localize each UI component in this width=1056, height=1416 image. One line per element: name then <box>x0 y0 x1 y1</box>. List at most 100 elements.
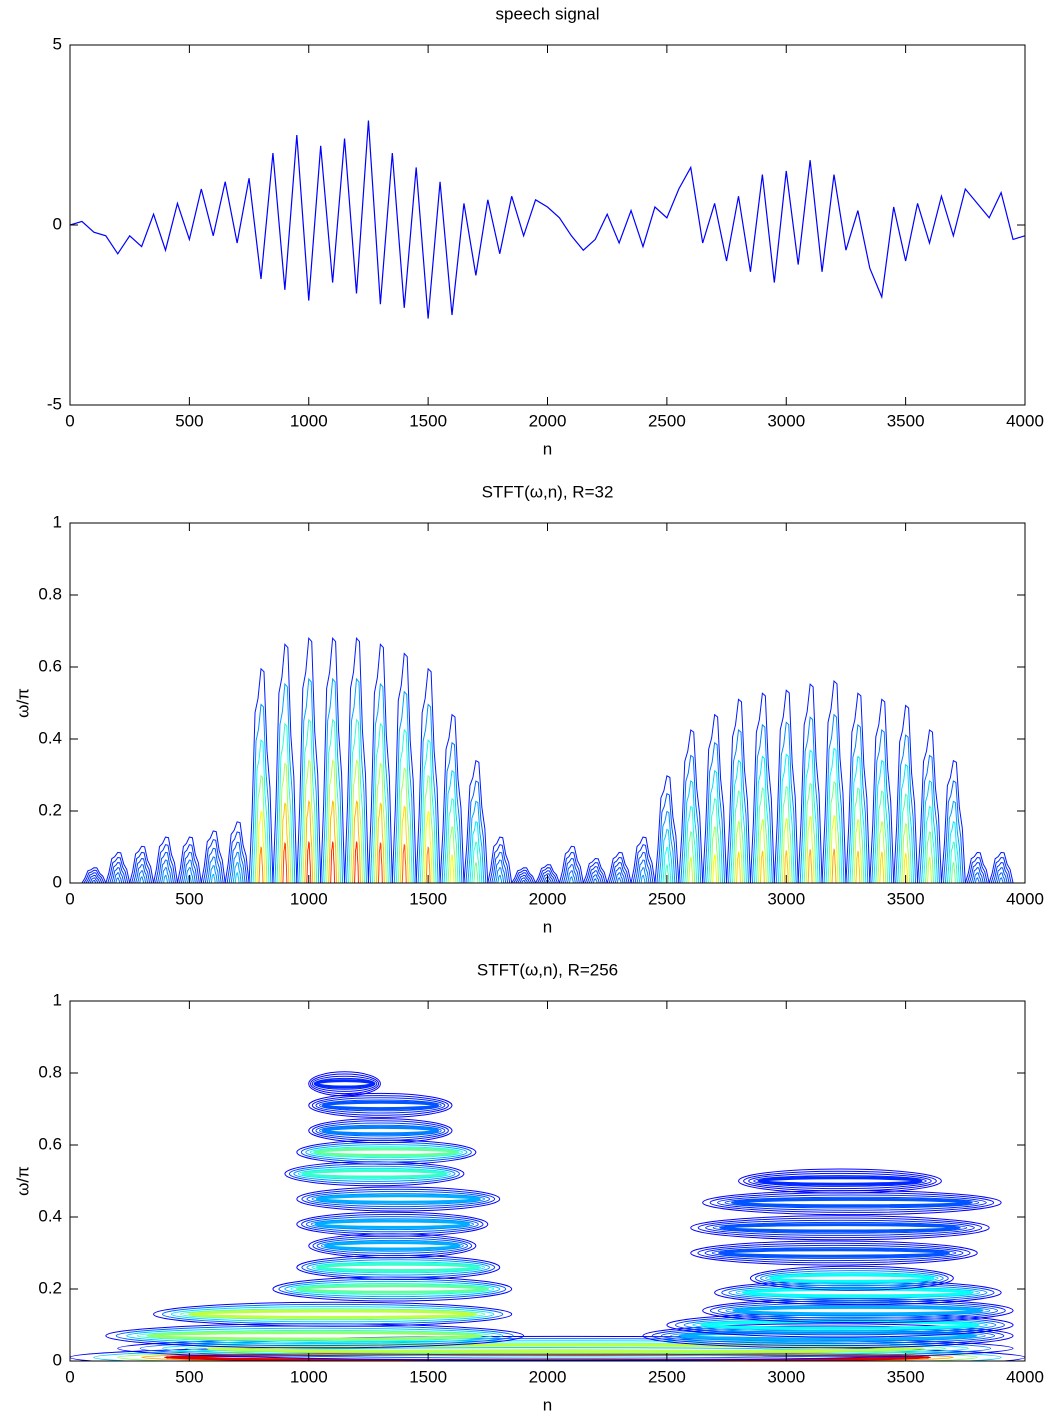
contour-blob <box>773 689 799 883</box>
x-tick-label: 3500 <box>887 411 925 430</box>
contour-line <box>535 864 560 883</box>
contour-line <box>322 677 344 883</box>
contour-line <box>821 679 847 883</box>
contour-line <box>107 856 129 883</box>
contour-line <box>447 825 457 883</box>
contour-blob <box>105 851 131 883</box>
contour-blob <box>272 643 298 883</box>
contour-line <box>760 1270 944 1287</box>
contour-line <box>519 877 529 883</box>
marks <box>81 637 1014 883</box>
contour-line <box>895 734 917 883</box>
contour-blob <box>367 643 393 883</box>
contour-line <box>697 1217 983 1239</box>
contour-line <box>702 713 728 883</box>
contour-line <box>797 683 823 883</box>
ridge <box>714 1280 1002 1306</box>
contour-line <box>310 1218 474 1231</box>
contour-line <box>301 1169 448 1179</box>
contour-line <box>371 722 389 883</box>
contour-line <box>296 1186 501 1212</box>
contour-line <box>942 780 964 883</box>
x-tick-label: 1500 <box>409 1367 447 1386</box>
contour-line <box>157 851 174 883</box>
contour-line <box>805 815 815 883</box>
contour-line <box>377 842 383 883</box>
contour-line <box>753 1175 927 1187</box>
contour-line <box>278 762 292 883</box>
contour-line <box>421 774 435 883</box>
ridge <box>738 1168 942 1194</box>
contour-line <box>847 723 869 883</box>
contour-line <box>568 876 574 883</box>
y-tick-label: 0.6 <box>38 1134 62 1153</box>
contour-line <box>320 1239 464 1252</box>
contour-line <box>301 1213 484 1235</box>
contour-line <box>632 844 654 883</box>
x-tick-label: 500 <box>175 1367 203 1386</box>
contour-blob <box>415 667 441 883</box>
contour-blob <box>654 775 680 883</box>
contour-blob <box>869 698 895 883</box>
contour-line <box>126 1327 504 1344</box>
contour-line <box>146 1331 484 1341</box>
contour-line <box>315 1194 481 1204</box>
contour-line <box>783 849 789 883</box>
contour-line <box>710 825 720 883</box>
contour-blob <box>296 637 322 883</box>
contour-line <box>300 718 318 883</box>
x-tick-label: 1000 <box>290 889 328 908</box>
contour-line <box>206 856 220 883</box>
x-tick-label: 500 <box>175 889 203 908</box>
contour-line <box>702 1298 1014 1324</box>
contour-line <box>463 759 489 883</box>
contour-line <box>656 793 678 883</box>
contour-blob <box>988 851 1014 883</box>
contour-line <box>162 1303 504 1325</box>
y-tick-label: 0 <box>53 214 62 233</box>
y-tick-label: 0.2 <box>38 800 62 819</box>
contour-line <box>717 1248 951 1258</box>
contour-line <box>302 759 316 883</box>
contour-line <box>305 1216 479 1233</box>
x-axis-label: n <box>543 1395 552 1414</box>
contour-line <box>278 1278 507 1300</box>
contour-line <box>539 870 556 883</box>
contour-line <box>855 850 861 883</box>
y-tick-label: 0.4 <box>38 728 62 747</box>
contour-line <box>773 689 799 883</box>
y-tick-label: 1 <box>53 990 62 1009</box>
contour-line <box>948 841 958 883</box>
contour-line <box>163 874 168 883</box>
contour-blob <box>81 867 107 883</box>
x-tick-label: 3000 <box>767 1367 805 1386</box>
contour-line <box>799 716 821 883</box>
contour-line <box>159 859 172 883</box>
contour-line <box>328 800 338 883</box>
contour-line <box>284 1280 501 1298</box>
contour-line <box>313 1147 460 1157</box>
contour-line <box>831 848 837 883</box>
contour-line <box>699 1320 980 1330</box>
contour-line <box>208 865 218 883</box>
ridge <box>690 1240 978 1266</box>
y-axis-label: ω/π <box>13 1166 32 1196</box>
x-tick-label: 2500 <box>648 889 686 908</box>
contour-line <box>925 831 934 883</box>
contour-line <box>712 854 718 883</box>
contour-line <box>81 867 107 883</box>
contour-blob <box>463 759 489 883</box>
contour-line <box>654 775 680 883</box>
contour-line <box>301 1188 496 1210</box>
contour-line <box>170 1306 495 1323</box>
contour-line <box>751 723 773 883</box>
contour-blob <box>726 698 751 883</box>
ridge <box>296 1211 489 1237</box>
contour-line <box>893 704 919 883</box>
contour-blob <box>606 851 632 883</box>
contour-line <box>310 1073 380 1095</box>
contour-line <box>717 1194 987 1211</box>
y-tick-label: 0.6 <box>38 656 62 675</box>
x-tick-label: 4000 <box>1006 889 1044 908</box>
